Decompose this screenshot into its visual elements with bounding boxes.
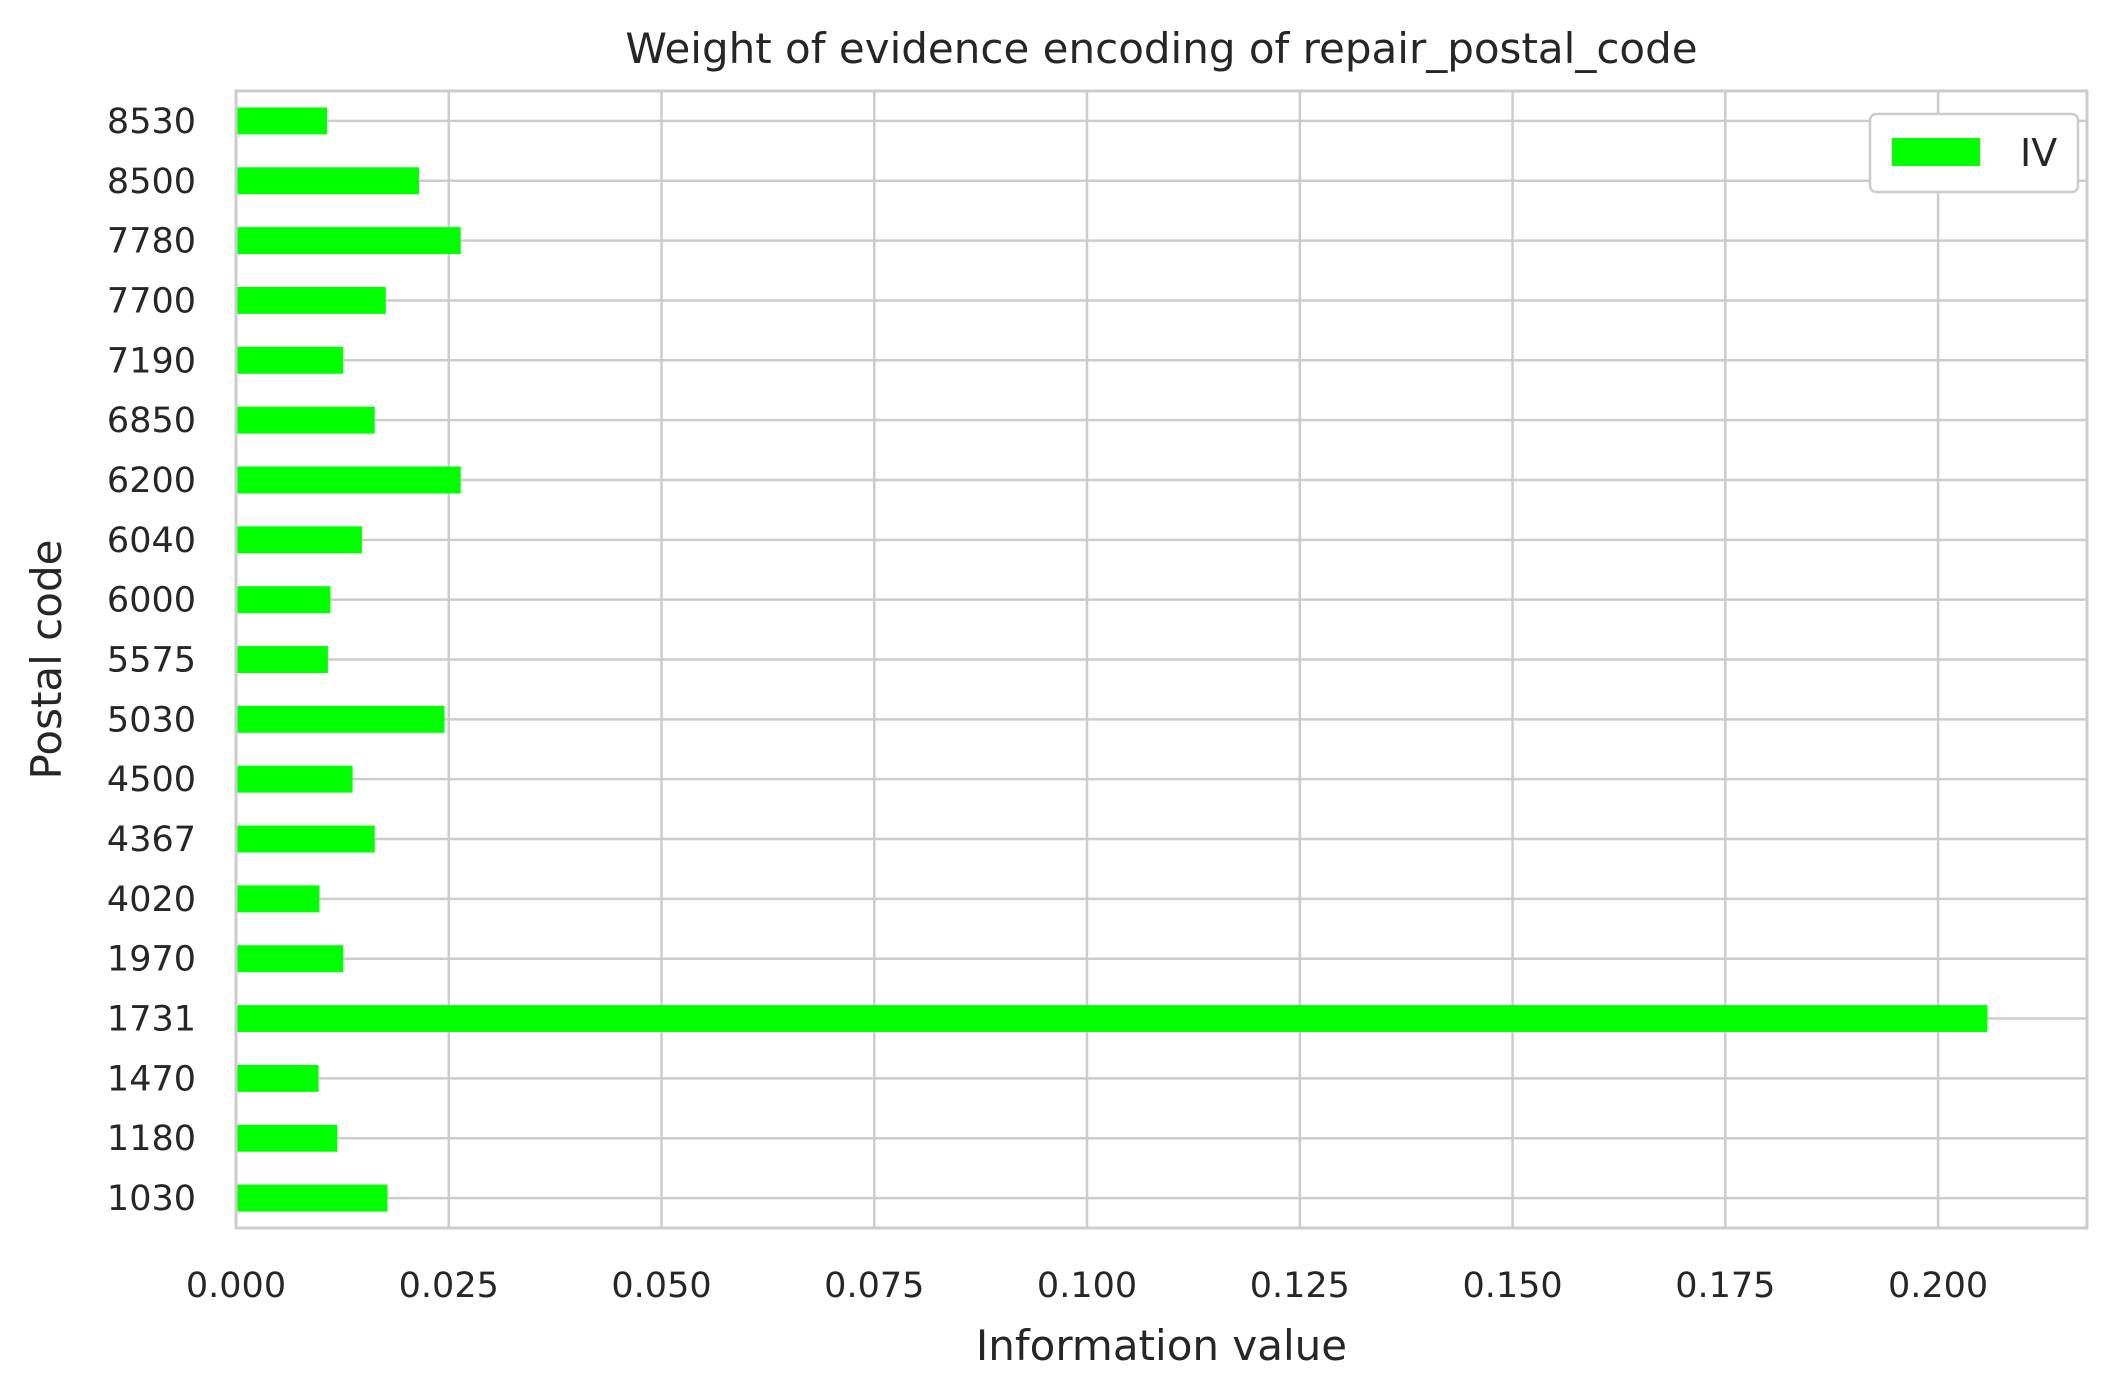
bars-layer	[236, 107, 1988, 1212]
x-tick-label: 0.025	[399, 1266, 499, 1306]
bar	[236, 1124, 338, 1152]
bar	[236, 825, 375, 853]
y-tick-labels: 1030 1180 1470 1731 1970 4020 4367 4500 5030 5575…	[107, 102, 196, 1219]
x-tick-label: 0.050	[611, 1266, 711, 1306]
y-tick-label: 1970	[107, 940, 196, 980]
x-tick-label: 0.200	[1888, 1266, 1988, 1306]
y-axis-label: Postal code	[22, 540, 71, 780]
y-tick-label: 5575	[107, 641, 196, 681]
y-tick-label: 6200	[107, 461, 196, 501]
bar	[236, 466, 461, 494]
x-tick-label: 0.100	[1037, 1266, 1137, 1306]
y-tick-label: 1180	[107, 1119, 196, 1159]
x-axis-label: Information value	[976, 1321, 1347, 1370]
bar	[236, 1184, 388, 1212]
y-tick-label: 4367	[107, 820, 196, 860]
chart-title: Weight of evidence encoding of repair_po…	[625, 24, 1697, 73]
x-tick-label: 0.000	[186, 1266, 286, 1306]
bar	[236, 705, 445, 733]
x-tick-label: 0.125	[1250, 1266, 1350, 1306]
bar	[236, 1064, 319, 1092]
bar	[236, 346, 344, 374]
x-tick-label: 0.150	[1462, 1266, 1562, 1306]
y-tick-label: 1731	[107, 1000, 196, 1040]
y-tick-label: 6000	[107, 581, 196, 621]
bar	[236, 646, 328, 673]
bar	[236, 1005, 1988, 1033]
y-tick-label: 8530	[107, 102, 196, 142]
grid-layer	[234, 91, 2087, 1228]
y-tick-label: 7190	[107, 341, 196, 381]
y-tick-label: 5030	[107, 700, 196, 740]
legend: IV	[1868, 112, 2080, 194]
bar	[236, 286, 386, 314]
y-tick-label: 7780	[107, 222, 196, 262]
legend-label: IV	[2020, 131, 2057, 175]
x-tick-label: 0.175	[1675, 1266, 1775, 1306]
plot-frame	[234, 89, 2089, 1230]
bar	[236, 107, 328, 135]
y-tick-label: 6850	[107, 401, 196, 441]
y-tick-label: 1030	[107, 1179, 196, 1219]
bar	[236, 765, 353, 793]
y-tick-label: 4500	[107, 760, 196, 800]
y-tick-label: 8500	[107, 162, 196, 202]
bar	[236, 885, 320, 913]
y-tick-label: 4020	[107, 880, 196, 920]
legend-swatch	[1892, 138, 1980, 166]
bar	[236, 526, 362, 554]
bar	[236, 945, 344, 973]
bar	[236, 227, 461, 255]
y-tick-label: 6040	[107, 521, 196, 561]
y-tick-label: 7700	[107, 281, 196, 321]
x-tick-labels: 0.000 0.025 0.050 0.075 0.100 0.125 0.150 0.175…	[186, 1266, 1988, 1306]
y-tick-label: 1470	[107, 1059, 196, 1099]
bar	[236, 167, 419, 195]
bar	[236, 406, 375, 434]
x-tick-label: 0.075	[824, 1266, 924, 1306]
bar	[236, 586, 331, 614]
